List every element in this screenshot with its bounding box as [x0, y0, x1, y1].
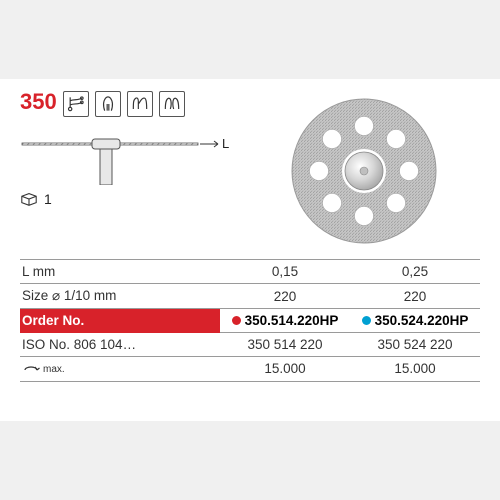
grit-dot-red [232, 316, 241, 325]
row-label: ISO No. 806 104… [20, 333, 220, 357]
product-number: 350 [20, 91, 57, 113]
row-label: L mm [20, 260, 220, 284]
table-row: L mm 0,15 0,25 [20, 260, 480, 284]
box-icon [20, 192, 38, 206]
table-row-order: Order No. 350.514.220HP 350.524.220HP [20, 309, 480, 333]
row-label-rpm: max. [20, 357, 220, 382]
row-value-2: 220 [350, 284, 480, 309]
side-view-diagram: L [20, 129, 230, 185]
row-value-1: 350 514 220 [220, 333, 350, 357]
row-label: Size ⌀ 1/10 mm [20, 284, 220, 309]
top-section: 350 [20, 91, 480, 251]
rotation-icon [22, 362, 40, 377]
row-value-1: 0,15 [220, 260, 350, 284]
quantity-value: 1 [44, 191, 52, 207]
pack-quantity: 1 [20, 191, 230, 207]
disc-image [289, 96, 439, 246]
row-value-2: 350 524 220 [350, 333, 480, 357]
row-value-2: 15.000 [350, 357, 480, 382]
product-card: 350 [0, 79, 500, 421]
application-icon-4 [159, 91, 185, 117]
table-row: max. 15.000 15.000 [20, 357, 480, 382]
grit-dot-blue [362, 316, 371, 325]
table-row: Size ⌀ 1/10 mm 220 220 [20, 284, 480, 309]
application-icon-2 [95, 91, 121, 117]
row-label: Order No. [20, 309, 220, 333]
l-label: L [222, 136, 229, 151]
spec-table: L mm 0,15 0,25 Size ⌀ 1/10 mm 220 220 Or… [20, 259, 480, 382]
row-value-2: 0,25 [350, 260, 480, 284]
row-value-1: 350.514.220HP [220, 309, 350, 333]
application-icon-1 [63, 91, 89, 117]
left-panel: 350 [20, 91, 230, 251]
table-row: ISO No. 806 104… 350 514 220 350 524 220 [20, 333, 480, 357]
row-value-2: 350.524.220HP [350, 309, 480, 333]
row-value-1: 220 [220, 284, 350, 309]
product-image-panel [248, 91, 480, 251]
row-value-1: 15.000 [220, 357, 350, 382]
header-row: 350 [20, 91, 230, 117]
max-label: max. [43, 364, 65, 375]
application-icon-3 [127, 91, 153, 117]
